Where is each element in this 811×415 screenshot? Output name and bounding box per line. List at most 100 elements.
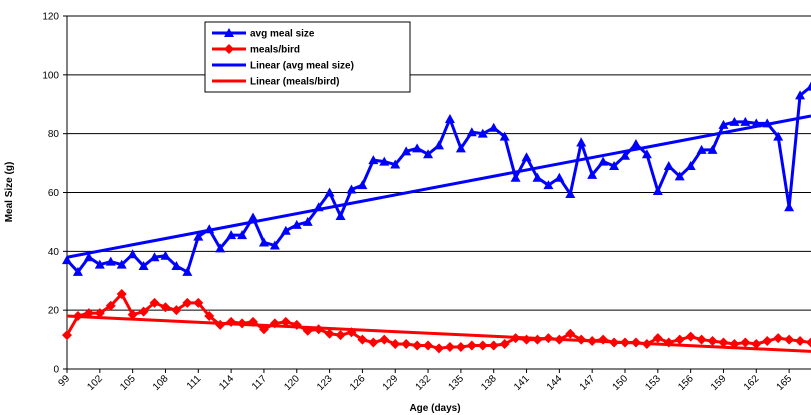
diamond-marker [105,300,116,311]
diamond-marker [773,333,784,344]
triangle-marker [543,180,554,190]
y-tick-label: 80 [48,129,60,140]
triangle-marker [357,180,368,190]
triangle-marker [587,169,598,179]
legend-label: meals/bird [250,45,300,56]
diamond-marker [707,336,718,347]
triangle-marker [390,159,401,169]
triangle-marker [576,137,587,147]
diamond-marker [401,338,412,349]
x-tick-label: 102 [85,373,105,393]
triangle-marker [455,143,466,153]
triangle-marker [237,230,248,240]
triangle-marker [630,138,641,148]
diamond-marker [455,341,466,352]
triangle-marker [171,261,182,271]
triangle-marker [324,187,335,197]
triangle-marker [226,230,237,240]
diamond-marker [674,334,685,345]
triangle-marker [280,225,291,235]
x-tick-label: 162 [742,373,762,393]
x-tick-label: 117 [250,373,269,392]
triangle-marker [160,250,171,260]
diamond-marker [466,340,477,351]
legend-label: Linear (meals/bird) [250,77,339,88]
triangle-marker [729,116,740,126]
legend-label: Linear (avg meal size) [250,61,354,72]
diamond-marker [488,340,499,351]
x-tick-label: 144 [545,373,565,393]
diamond-marker [412,340,423,351]
diamond-marker [127,309,138,320]
diamond-marker [751,338,762,349]
diamond-marker [94,308,105,319]
triangle-marker [521,152,532,162]
x-tick-label: 123 [315,373,335,393]
triangle-marker [609,161,620,171]
trend-line [66,114,811,259]
triangle-marker [434,140,444,150]
diamond-marker [784,334,795,345]
triangle-marker [773,131,784,141]
x-tick-label: 132 [414,373,434,393]
triangle-marker [674,171,685,181]
triangle-marker [368,155,379,165]
diamond-marker [138,306,149,317]
triangle-marker [784,202,795,212]
triangle-marker [127,249,138,259]
x-tick-label: 141 [512,373,532,393]
diamond-marker [565,328,576,339]
diamond-marker [499,338,510,349]
triangle-marker [488,122,499,132]
triangle-marker [685,161,696,171]
x-tick-label: 156 [676,373,696,393]
diamond-marker [477,340,488,351]
legend: avg meal size meals/bird Linear (avg meal … [204,21,411,93]
y-tick-label: 60 [48,188,60,199]
triangle-marker [652,186,663,196]
x-tick-label: 138 [479,373,499,393]
x-tick-label: 120 [282,373,302,393]
triangle-marker [499,131,510,141]
triangle-marker [248,212,258,222]
diamond-marker [685,331,696,342]
diamond-marker [116,288,127,299]
triangle-marker [444,113,455,123]
y-tick-label: 100 [42,70,59,81]
triangle-marker [302,216,313,226]
diamond-marker [62,330,72,341]
triangle-marker [510,172,521,182]
diamond-marker [434,343,444,354]
diamond-marker [280,316,291,327]
diamond-marker [182,297,193,308]
diamond-marker [324,328,335,339]
triangle-marker [532,172,543,182]
diamond-marker [718,337,729,348]
x-tick-label: 108 [151,373,171,393]
triangle-marker [620,150,630,160]
triangle-marker [335,211,346,221]
triangle-marker [346,184,357,194]
triangle-marker [663,161,674,171]
y-tick-label: 120 [42,12,59,23]
triangle-marker [149,252,160,262]
diamond-marker [204,311,215,322]
diamond-marker [740,337,751,348]
y-tick-label: 20 [48,306,60,317]
diamond-marker [193,297,204,308]
triangle-marker [72,266,83,276]
diamond-marker [368,337,379,348]
x-tick-label: 114 [217,373,236,392]
triangle-marker [718,119,729,129]
diamond-marker [521,334,532,345]
diamond-marker [795,336,806,347]
x-tick-label: 153 [643,373,663,393]
triangle-marker [83,252,94,262]
triangle-marker [269,240,280,250]
triangle-marker [740,116,751,126]
diamond-marker [160,302,171,313]
triangle-marker [641,149,652,159]
diamond-marker [762,336,773,347]
x-tick-label: 135 [446,373,466,393]
